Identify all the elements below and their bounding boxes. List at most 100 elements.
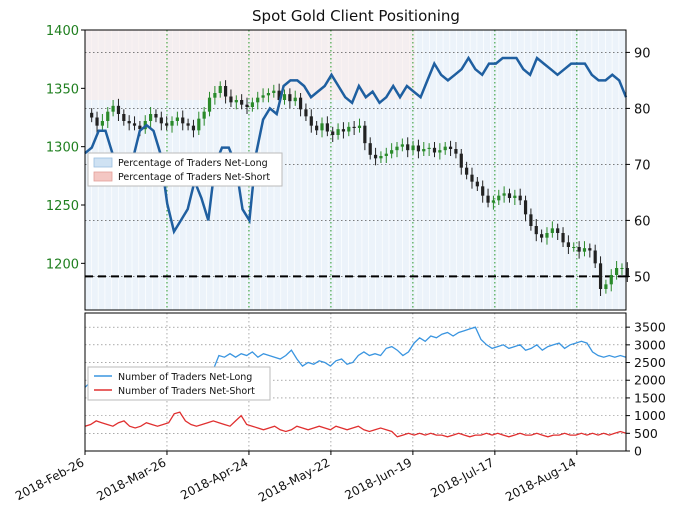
left-tick-label: 1400: [46, 24, 79, 39]
candle-body: [523, 200, 528, 215]
candle-body: [266, 93, 271, 96]
candle-body: [186, 123, 190, 126]
bottom-panel-frame: [84, 312, 627, 452]
sentiment-band: [538, 30, 545, 310]
candle-body: [422, 149, 426, 152]
x-tick-label: 2018-Aug-14: [503, 455, 578, 504]
candle-body: [202, 111, 206, 119]
candle-body: [181, 117, 185, 124]
sentiment-band: [355, 30, 362, 310]
candle-body: [363, 125, 367, 144]
candle-body: [106, 111, 110, 121]
count-tick-label: 1500: [634, 390, 666, 405]
candle-body: [470, 174, 474, 182]
legend-label-net-long-pct: Percentage of Traders Net-Long: [118, 158, 268, 169]
candle-body: [545, 233, 549, 238]
top-legend: Percentage of Traders Net-Long Percentag…: [87, 152, 283, 187]
sentiment-band: [470, 30, 477, 310]
sentiment-band: [301, 30, 308, 310]
candle-body: [481, 186, 485, 196]
candle-body: [443, 146, 447, 151]
sentiment-band: [450, 30, 457, 310]
sentiment-band: [456, 30, 464, 310]
candle-body: [293, 97, 297, 102]
sentiment-band: [598, 30, 606, 310]
sentiment-band: [308, 30, 315, 310]
sentiment-band: [524, 30, 531, 310]
candle-body: [347, 126, 351, 132]
sentiment-band: [287, 30, 294, 310]
candle-body: [170, 121, 174, 126]
candle-body: [572, 247, 576, 248]
candle-body: [95, 117, 99, 126]
candle-body: [159, 117, 163, 124]
sentiment-band: [314, 30, 322, 310]
sentiment-band: [551, 30, 558, 310]
candle-body: [256, 97, 260, 103]
sentiment-band: [504, 30, 511, 310]
candle-body: [550, 228, 554, 233]
sentiment-band: [335, 30, 342, 310]
candle-body: [406, 144, 410, 151]
price-candles: [90, 80, 629, 296]
candle-body: [448, 146, 453, 149]
candle-body: [218, 86, 222, 93]
sentiment-band: [443, 30, 450, 310]
bottom-legend-box: [87, 366, 271, 401]
candle-body: [207, 97, 212, 112]
candle-body: [400, 144, 404, 147]
candle-body: [111, 105, 115, 112]
candle-body: [138, 125, 142, 130]
candle-body: [148, 114, 153, 121]
candle-body: [165, 123, 169, 126]
candle-body: [459, 153, 463, 168]
legend-label-net-long-count: Number of Traders Net-Long: [118, 372, 252, 383]
count-tick-label: 500: [634, 426, 658, 441]
candle-body: [197, 118, 201, 131]
candle-body: [556, 228, 560, 233]
sentiment-band: [436, 30, 443, 310]
x-tick-label: 2018-Apr-24: [178, 455, 250, 502]
candle-body: [454, 149, 458, 154]
candle-body: [304, 109, 308, 117]
sentiment-band: [483, 30, 491, 310]
candle-body: [352, 126, 356, 128]
left-tick-label: 1250: [46, 199, 79, 214]
sentiment-band: [477, 30, 484, 310]
candle-body: [277, 90, 281, 100]
sentiment-band: [369, 30, 376, 310]
candle-body: [229, 96, 233, 103]
candle-body: [325, 123, 329, 132]
candle-body: [609, 275, 613, 285]
candle-body: [315, 125, 319, 131]
candle-body: [416, 145, 421, 152]
left-tick-label: 1200: [46, 257, 79, 272]
x-tick-label: 2018-Jun-19: [342, 455, 414, 502]
candle-body: [357, 125, 362, 128]
count-tick-label: 0: [634, 444, 642, 459]
left-tick-label: 1300: [46, 141, 79, 156]
legend-swatch-net-long: [93, 157, 113, 168]
candle-body: [411, 145, 415, 151]
candle-body: [593, 250, 597, 264]
sentiment-band: [389, 30, 396, 310]
sentiment-band: [531, 30, 538, 310]
bottom-legend: Number of Traders Net-Long Number of Tra…: [87, 366, 271, 401]
sentiment-band: [571, 30, 578, 310]
candle-body: [395, 146, 399, 151]
sentiment-band: [382, 30, 389, 310]
candle-body: [373, 154, 378, 159]
sentiment-band: [497, 30, 504, 310]
candle-body: [336, 129, 340, 135]
left-tick-label: 1350: [46, 82, 79, 97]
candle-body: [534, 226, 538, 235]
sentiment-band: [375, 30, 382, 310]
count-tick-label: 1000: [634, 408, 666, 423]
top-legend-box: [87, 152, 283, 187]
bottom-count-axis: 0 500 1000 1500 2000 2500 3000 3500: [626, 320, 666, 459]
net-short-tint: [85, 30, 415, 100]
sentiment-band: [592, 30, 599, 310]
candle-body: [390, 150, 394, 154]
